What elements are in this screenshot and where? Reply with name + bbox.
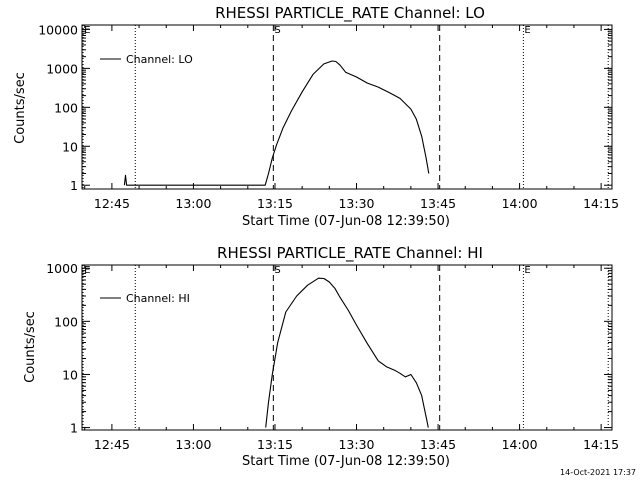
y-tick-label: 1 [70,178,78,193]
x-tick-label: 14:15 [583,196,619,211]
x-tick-label: 13:45 [420,437,456,452]
plot-panel-1: S E E 12:45 13:00 13:15 13:30 13:45 14:00 14:15 1 1… [38,22,619,211]
x-tick-label: 13:30 [338,196,374,211]
x-axis-label: Start Time (07-Jun-08 12:39:50) [242,214,450,229]
x-tick-label: 13:15 [257,437,293,452]
y-tick-label: 10 [62,367,78,382]
plot-panel-2: S E E 12:45 13:00 13:15 13:30 13:45 14:00 14:15 1 1… [46,261,619,452]
y-tick-label: 1000 [46,261,78,276]
series-line [123,60,430,186]
y-axis-label: Counts/sec [23,311,38,383]
y-axis-label: Counts/sec [13,72,28,144]
x-tick-label: 13:00 [175,196,211,211]
x-tick-label: 12:45 [94,437,130,452]
x-tick-label: 14:00 [502,437,538,452]
marker-label: E [84,265,90,276]
y-tick-label: 10 [62,139,78,154]
marker-label: E [524,265,530,276]
plot-frame [81,24,613,190]
x-tick-label: 13:45 [420,196,456,211]
legend-label: Channel: HI [126,292,190,305]
marker-label: E [84,25,90,36]
y-tick-label: 10000 [38,22,78,37]
footer-timestamp: 14-Oct-2021 17:37 [560,468,636,477]
y-tick-label: 100 [54,314,78,329]
chart-title: RHESSI PARTICLE_RATE Channel: LO [215,4,485,23]
marker-label: S [274,265,280,276]
y-tick-label: 1 [70,421,78,436]
marker-label: E [524,25,530,36]
x-tick-label: 13:00 [175,437,211,452]
x-tick-label: 12:45 [94,196,130,211]
marker-label: S [274,25,280,36]
y-tick-label: 100 [54,100,78,115]
x-axis-label: Start Time (07-Jun-08 12:39:50) [242,454,450,469]
plot-frame [81,264,613,431]
x-tick-label: 14:00 [502,196,538,211]
chart-title: RHESSI PARTICLE_RATE Channel: HI [217,244,483,263]
series-line [265,277,429,428]
legend-label: Channel: LO [126,53,193,66]
x-tick-label: 13:15 [257,196,293,211]
y-tick-label: 1000 [46,61,78,76]
x-tick-label: 13:30 [338,437,374,452]
x-tick-label: 14:15 [583,437,619,452]
